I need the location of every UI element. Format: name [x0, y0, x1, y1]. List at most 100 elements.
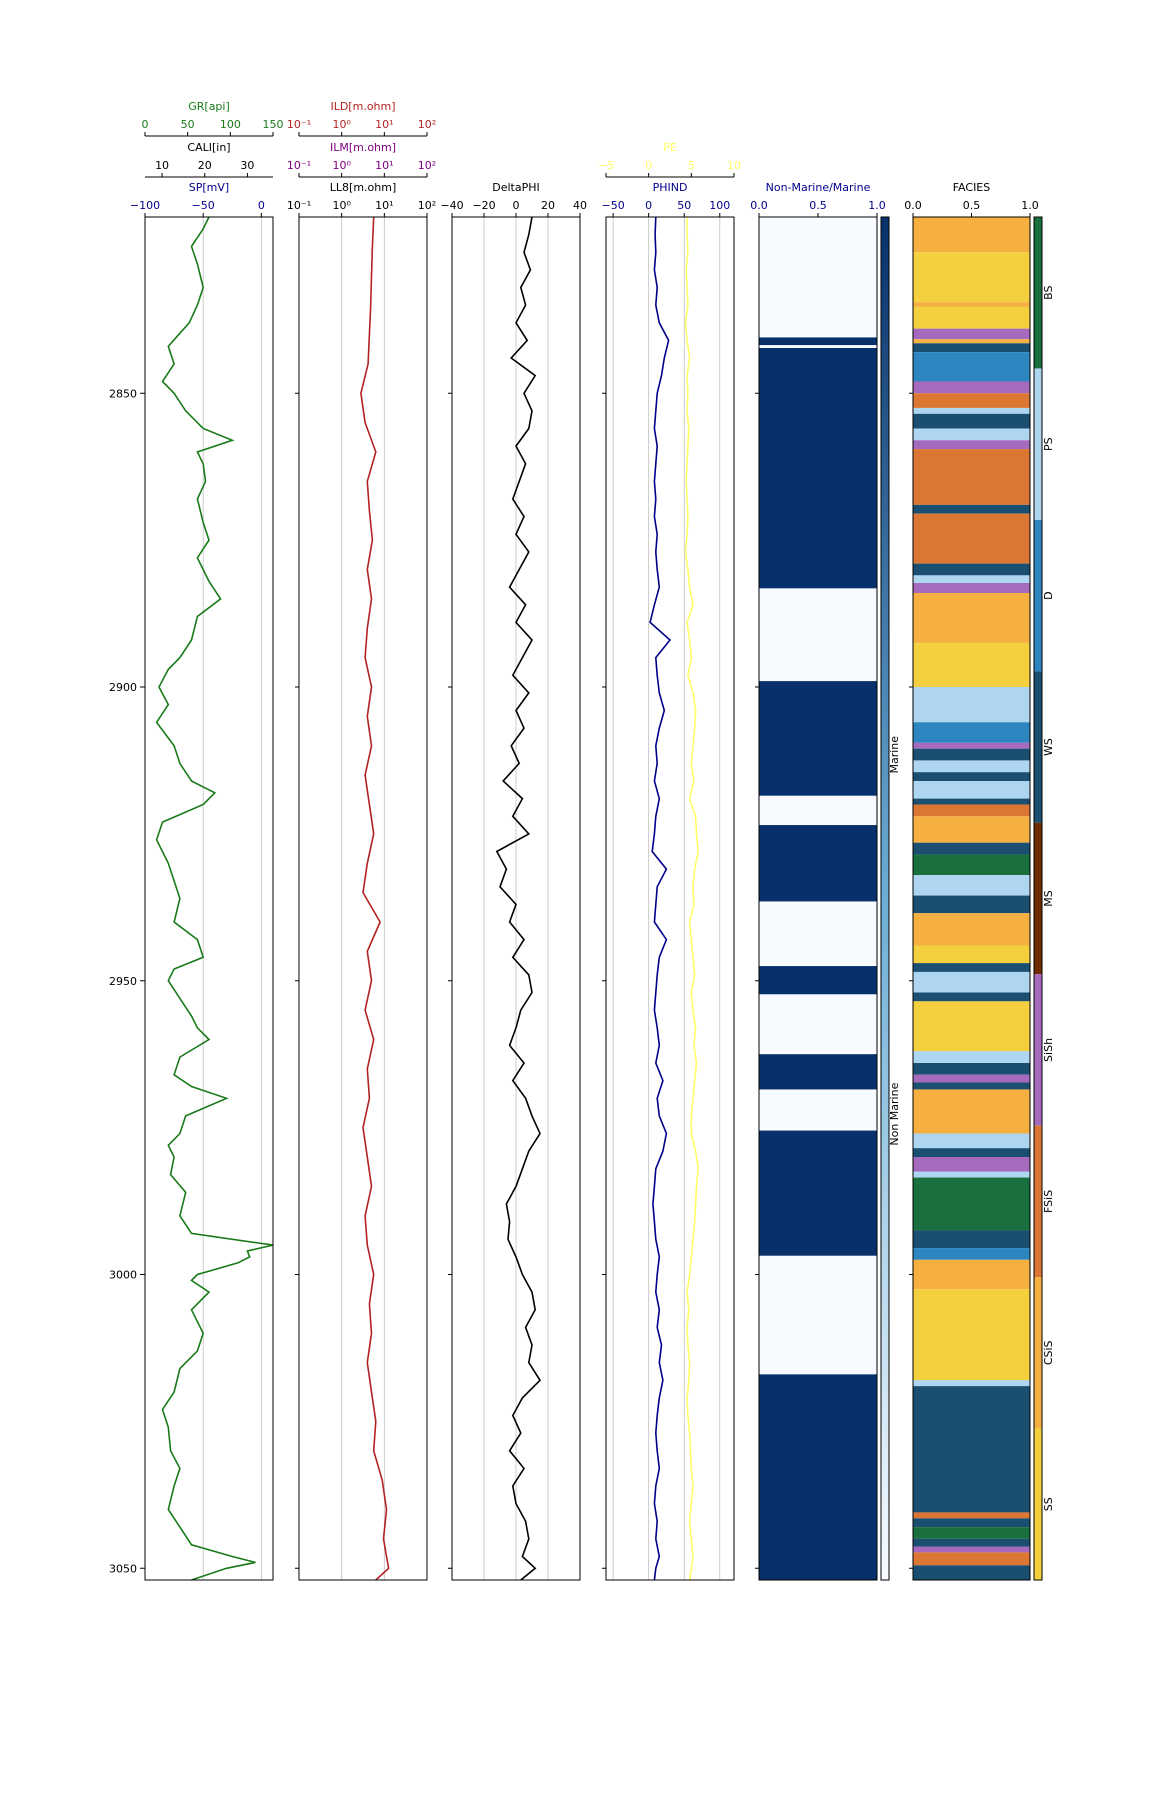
marine-interval [759, 348, 877, 589]
facies-interval [913, 563, 1030, 576]
axis-tick-label: 0.0 [750, 199, 768, 212]
pe-curve [684, 217, 700, 1581]
axis-tick-label: 30 [240, 159, 254, 172]
axis-tick-label: 0 [645, 159, 652, 172]
facies-interval [913, 945, 1030, 964]
facies-colorbar-segment [1034, 671, 1042, 823]
facies-interval [913, 1546, 1030, 1553]
axis-tick-label: 20 [541, 199, 555, 212]
axis-title: PE [663, 141, 677, 154]
facies-interval [913, 306, 1030, 329]
facies-interval [913, 1177, 1030, 1231]
facies-interval [913, 798, 1030, 805]
facies-interval [913, 895, 1030, 914]
colorbar-label-non-marine: Non Marine [888, 1082, 901, 1145]
facies-interval [913, 875, 1030, 896]
facies-interval [913, 339, 1030, 344]
facies-colorbar-segment [1034, 368, 1042, 520]
facies-interval [913, 1512, 1030, 1519]
facies-interval [913, 1538, 1030, 1547]
axis-title: LL8[m.ohm] [330, 181, 396, 194]
sp-curve [155, 216, 274, 1581]
facies-interval [913, 583, 1030, 593]
axis-tick-label: 10 [727, 159, 741, 172]
marine-interval [759, 337, 877, 346]
facies-interval [913, 760, 1030, 773]
facies-interval [913, 328, 1030, 340]
facies-interval [913, 1565, 1030, 1580]
depth-axis: 2850 2900 2950 3000 3050 [109, 387, 145, 1575]
axis-title: ILM[m.ohm] [330, 141, 396, 154]
axis-tick-label: 40 [573, 199, 587, 212]
axis-tick-label: −20 [472, 199, 495, 212]
facies-interval [913, 575, 1030, 584]
facies-colorbar-segment [1034, 1125, 1042, 1278]
facies-interval [913, 687, 1030, 723]
axis-tick-label: 0 [645, 199, 652, 212]
ild-curve [360, 216, 390, 1581]
facies-colorbar-label: MS [1042, 890, 1055, 906]
depth-tick-label: 3050 [109, 1562, 137, 1575]
facies-interval [913, 992, 1030, 1002]
axis-tick-label: −40 [440, 199, 463, 212]
colorbar-label-marine: Marine [888, 736, 901, 774]
facies-interval [913, 381, 1030, 394]
marine-interval [759, 825, 877, 902]
axis-title: PHIND [653, 181, 688, 194]
axis-tick-label: 10⁻¹ [287, 199, 311, 212]
facies-interval [913, 1051, 1030, 1063]
facies-interval [913, 742, 1030, 749]
axis-tick-label: 10⁻¹ [287, 118, 311, 131]
facies-interval [913, 963, 1030, 972]
axis-title: Non-Marine/Marine [766, 181, 871, 194]
facies-interval [913, 1259, 1030, 1290]
track-frame [451, 216, 581, 1581]
axis-tick-label: 0.5 [809, 199, 827, 212]
track-2: 10⁻¹ 10⁰ 10¹ 10² ILD[m.ohm] 10⁻¹ 10⁰ 10¹ 10² ILM[… [287, 100, 436, 1581]
facies-colorbar-segment [1034, 519, 1042, 672]
facies-interval [913, 804, 1030, 817]
track-frame [298, 216, 428, 1581]
axis-tick-label: 0 [258, 199, 265, 212]
facies-interval [913, 1089, 1030, 1134]
facies-colorbar-segment [1034, 974, 1042, 1126]
facies-interval [913, 854, 1030, 875]
facies-colorbar-label: PS [1042, 437, 1055, 451]
facies-interval [913, 217, 1030, 253]
facies-interval [913, 1133, 1030, 1149]
facies-interval [913, 440, 1030, 450]
facies-colorbar-label: CSiS [1042, 1340, 1055, 1365]
facies-interval [913, 352, 1030, 382]
facies-interval [913, 1386, 1030, 1513]
axis-title: FACIES [953, 181, 991, 194]
facies-interval [913, 772, 1030, 781]
axis-tick-label: −50 [192, 199, 215, 212]
facies-interval [913, 913, 1030, 946]
facies-interval [913, 449, 1030, 505]
facies-interval [913, 842, 1030, 855]
axis-tick-label: 20 [198, 159, 212, 172]
marine-interval [759, 1130, 877, 1256]
facies-interval [913, 722, 1030, 743]
facies-interval [913, 1074, 1030, 1083]
marine-interval [759, 1054, 877, 1090]
facies-colorbar-segment [1034, 217, 1042, 369]
axis-tick-label: 10⁰ [332, 118, 351, 131]
facies-interval [913, 1552, 1030, 1566]
marine-colorbar [880, 216, 890, 1581]
facies-interval [913, 407, 1030, 414]
axis-tick-label: 10¹ [375, 118, 393, 131]
facies-colorbar-label: SiSh [1042, 1038, 1055, 1062]
axis-tick-label: 10⁰ [332, 199, 351, 212]
axis-title: GR[api] [188, 100, 230, 113]
facies-interval [913, 513, 1030, 564]
facies-interval [913, 1248, 1030, 1260]
facies-interval [913, 781, 1030, 799]
facies-colorbar-label: SS [1042, 1497, 1055, 1511]
deltaphi-curve [495, 216, 542, 1581]
axis-title: DeltaPHI [492, 181, 540, 194]
facies-colorbar-label: WS [1042, 738, 1055, 756]
axis-tick-label: 0 [142, 118, 149, 131]
